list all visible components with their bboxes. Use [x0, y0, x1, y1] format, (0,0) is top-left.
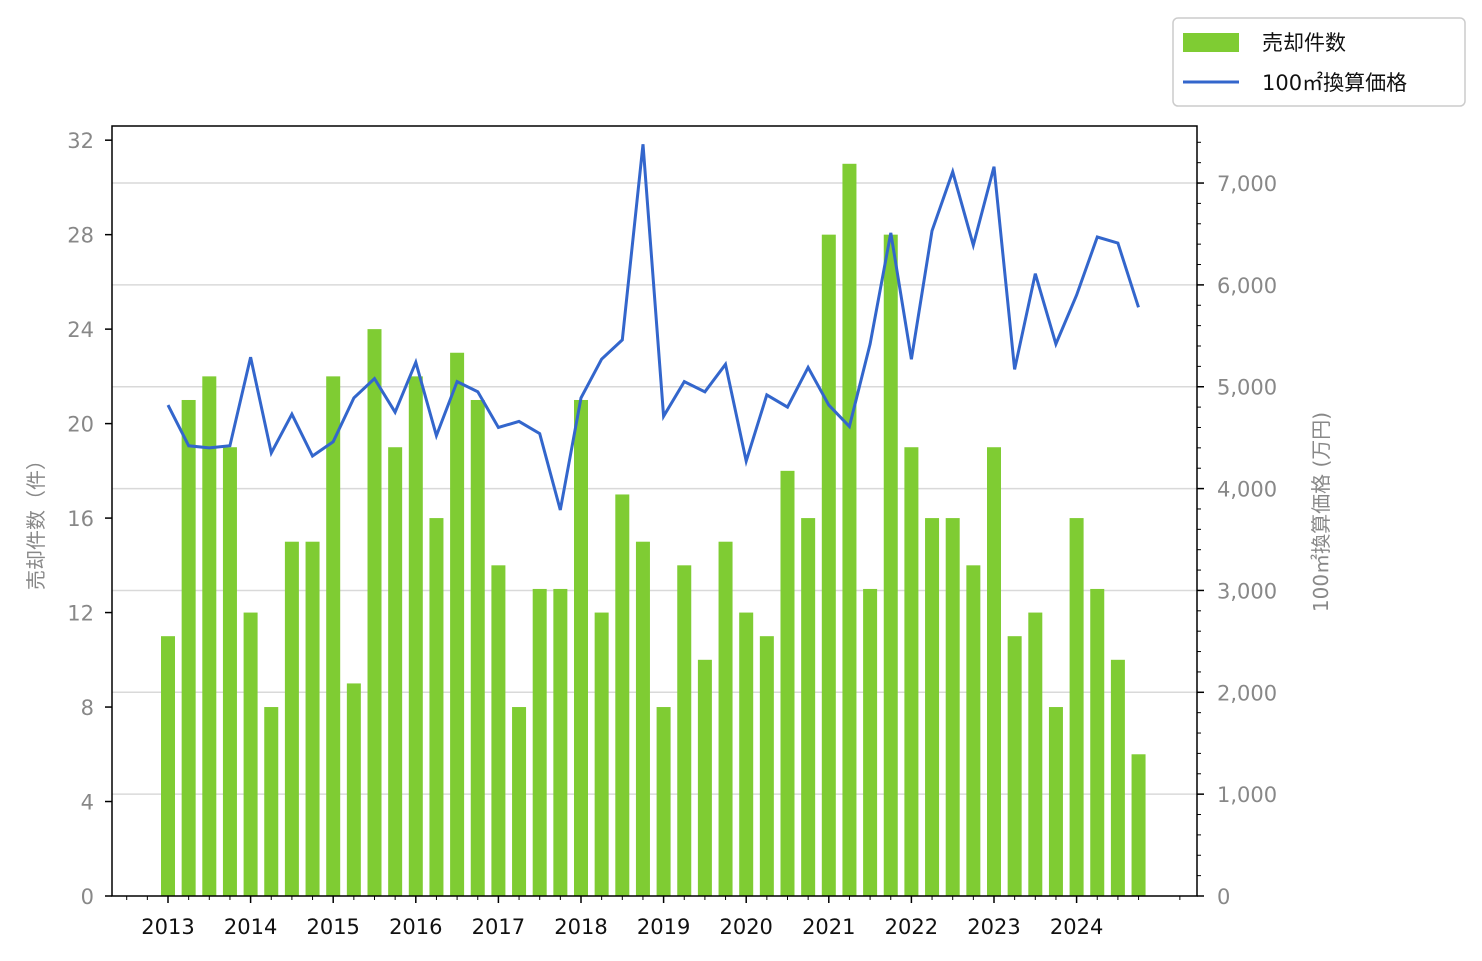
bar: [759, 636, 774, 896]
legend-box: [1172, 17, 1466, 107]
left-tick-label: 24: [67, 318, 94, 342]
bar: [1069, 518, 1084, 896]
x-tick-label: 2023: [967, 915, 1020, 939]
x-tick-label: 2020: [719, 915, 772, 939]
left-axis: 0 4 8 12 16 20 24 28 32: [67, 129, 112, 909]
right-tick-label: 5,000: [1217, 376, 1277, 400]
bar: [801, 518, 816, 896]
x-tick-label: 2014: [224, 915, 277, 939]
bar: [429, 518, 444, 896]
bar: [264, 707, 279, 896]
bar: [161, 636, 175, 896]
bar: [1090, 588, 1105, 896]
bar: [718, 541, 733, 896]
bar: [697, 659, 712, 896]
right-tick-label: 6,000: [1217, 274, 1277, 298]
x-tick-label: 2016: [389, 915, 442, 939]
bar: [863, 588, 878, 896]
bar: [574, 399, 588, 896]
right-axis-title: 100㎡換算価格 (万円): [1309, 412, 1333, 612]
bar: [677, 565, 692, 896]
bar: [367, 329, 382, 896]
left-tick-label: 12: [67, 602, 94, 626]
bar: [222, 447, 237, 896]
bar: [615, 494, 630, 896]
left-tick-label: 16: [67, 507, 94, 531]
bar: [945, 518, 960, 896]
bar: [821, 234, 836, 897]
bar: [491, 565, 506, 896]
bar: [512, 707, 527, 896]
bar: [1028, 612, 1043, 896]
left-tick-label: 8: [81, 696, 94, 720]
bar: [326, 376, 341, 896]
bar: [470, 399, 485, 896]
x-tick-label: 2018: [554, 915, 607, 939]
right-tick-label: 7,000: [1217, 172, 1277, 196]
bar: [635, 541, 650, 896]
bar: [532, 588, 547, 896]
bar: [656, 707, 671, 896]
left-tick-label: 0: [81, 885, 94, 909]
bar: [202, 376, 217, 896]
legend: 売却件数 100㎡換算価格: [1172, 17, 1466, 107]
bar: [1131, 754, 1146, 896]
bar-series: [161, 163, 1146, 897]
bar: [780, 470, 795, 896]
legend-bar-label: 売却件数: [1262, 31, 1346, 55]
right-tick-label: 0: [1217, 885, 1230, 909]
left-tick-label: 4: [81, 791, 94, 815]
bar: [966, 565, 981, 896]
legend-line-label: 100㎡換算価格: [1262, 71, 1407, 95]
legend-bar-swatch: [1183, 33, 1239, 52]
x-tick-label: 2021: [802, 915, 855, 939]
right-axis: 0 1,000 2,000 3,000 4,000 5,000 6,000 7,000: [1197, 141, 1277, 909]
bar: [1007, 636, 1022, 896]
left-tick-label: 28: [67, 224, 94, 248]
right-tick-label: 1,000: [1217, 783, 1277, 807]
left-axis-title: 売却件数（件）: [24, 450, 48, 590]
right-tick-label: 4,000: [1217, 478, 1277, 502]
left-tick-label: 32: [67, 129, 94, 153]
price-line: [166, 144, 1140, 511]
plot-frame: [111, 125, 1198, 897]
bar: [388, 447, 403, 896]
bar: [594, 612, 609, 896]
x-tick-label: 2015: [306, 915, 359, 939]
x-axis: 2013 2014 2015 2016 2017 2018 2019 2020 2021 2022…: [126, 896, 1181, 939]
bar: [1110, 659, 1125, 896]
x-tick-label: 2022: [885, 915, 938, 939]
x-tick-label: 2019: [637, 915, 690, 939]
x-tick-label: 2024: [1050, 915, 1103, 939]
bar: [904, 447, 919, 896]
bar: [553, 588, 568, 896]
bar: [181, 399, 196, 896]
x-tick-label: 2013: [141, 915, 194, 939]
bar: [346, 683, 361, 896]
bar: [842, 163, 857, 897]
bar: [1048, 707, 1063, 896]
bar: [243, 612, 258, 896]
bar: [739, 612, 754, 896]
bar: [883, 234, 898, 897]
right-tick-label: 2,000: [1217, 681, 1277, 705]
bar: [408, 376, 423, 896]
right-tick-label: 3,000: [1217, 579, 1277, 603]
bar: [305, 541, 320, 896]
bar: [987, 447, 1001, 896]
bar: [925, 518, 940, 896]
bar: [284, 541, 299, 896]
bar: [450, 352, 465, 896]
line-series: [166, 144, 1140, 511]
x-tick-label: 2017: [472, 915, 525, 939]
left-tick-label: 20: [67, 413, 94, 437]
